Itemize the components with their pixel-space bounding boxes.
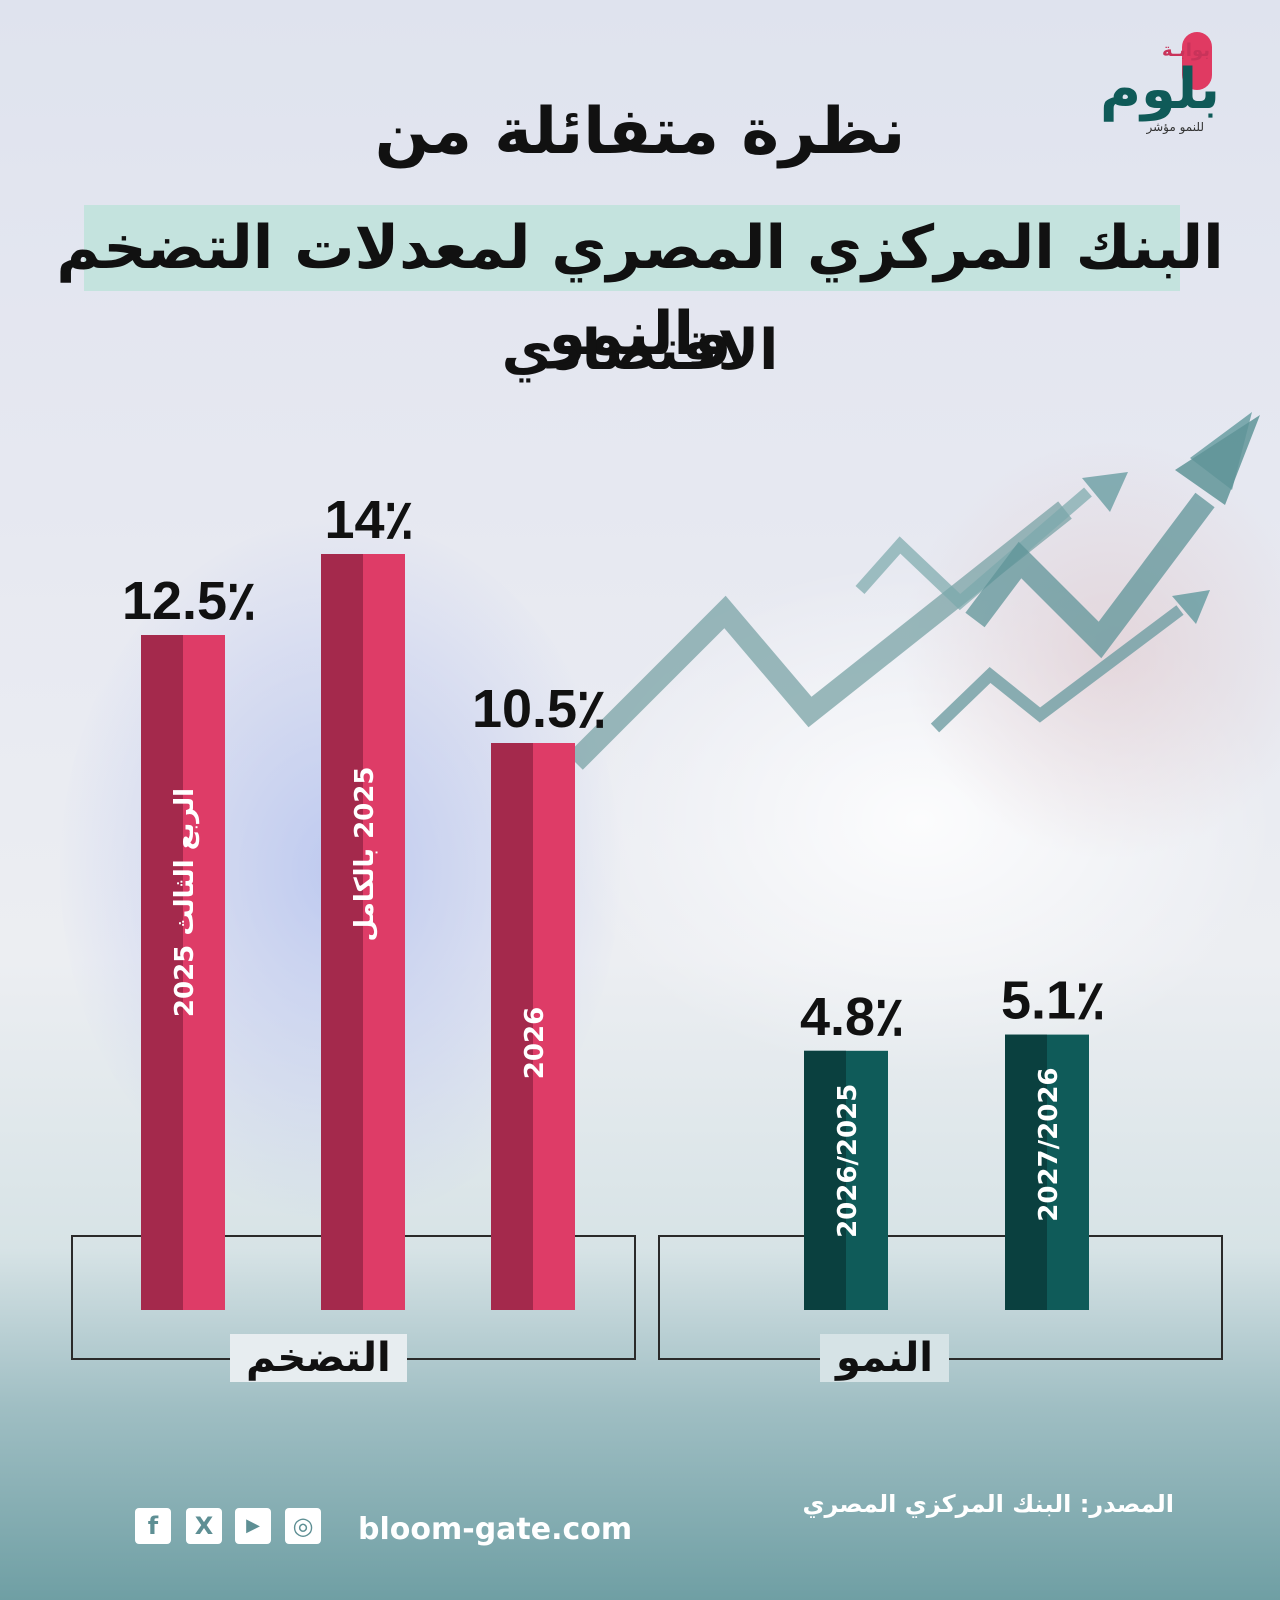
growth-group-label: النمو: [820, 1334, 949, 1382]
inflation-value-label: 10.5٪: [472, 679, 606, 739]
inflation-bar-shade: [141, 635, 183, 1310]
inflation-bar-2: 14٪ 2025 بالكامل: [321, 490, 414, 1310]
growth-value-label: 5.1٪: [1001, 971, 1105, 1031]
inflation-bar-3: 10.5٪ 2026: [472, 679, 606, 1310]
growth-bar-2: 5.1٪ 2027/2026: [1001, 971, 1105, 1310]
logo-name: بلوم: [1099, 57, 1220, 122]
inflation-group-label: التضخم: [230, 1334, 407, 1382]
x-icon[interactable]: X: [186, 1508, 222, 1544]
inflation-category-label: الربع الثالث 2025: [170, 788, 200, 1017]
growth-category-label: 2027/2026: [1034, 1067, 1064, 1221]
inflation-value-label: 14٪: [324, 490, 413, 550]
inflation-bar-shade: [321, 554, 363, 1310]
facebook-icon[interactable]: f: [135, 1508, 171, 1544]
growth-value-label: 4.8٪: [800, 987, 904, 1047]
growth-bar-1: 4.8٪ 2026/2025: [800, 987, 904, 1310]
logo-top-text: بوابـة: [1161, 40, 1210, 61]
title-line-1: نظرة متفائلة من: [374, 95, 906, 169]
inflation-bar-shade: [491, 743, 533, 1310]
background-glow-right: [900, 440, 1280, 860]
website-link[interactable]: bloom-gate.com: [358, 1512, 633, 1547]
logo-tagline: للنمو مؤشر: [1146, 120, 1204, 134]
youtube-icon[interactable]: ▶: [235, 1508, 271, 1544]
inflation-category-label: 2026: [520, 1007, 550, 1079]
inflation-category-label: 2025 بالكامل: [350, 767, 380, 942]
instagram-icon[interactable]: ◎: [285, 1508, 321, 1544]
microphone-icon: [1182, 32, 1212, 90]
growth-category-label: 2026/2025: [833, 1084, 863, 1238]
inflation-bar-1: 12.5٪ الربع الثالث 2025: [122, 571, 256, 1310]
title-line-3: الاقتصادي: [501, 318, 779, 383]
growth-bar-shade: [1005, 1034, 1047, 1310]
title-line-2: البنك المركزي المصري لمعدلات التضخم والن…: [56, 213, 1224, 369]
source-note: المصدر: البنك المركزي المصري: [802, 1490, 1174, 1518]
bloom-logo: بوابـة بلوم للنمو مؤشر: [1070, 32, 1250, 142]
growth-bar-shade: [804, 1050, 846, 1310]
title-highlight-band: [84, 205, 1180, 291]
inflation-value-label: 12.5٪: [122, 571, 256, 631]
